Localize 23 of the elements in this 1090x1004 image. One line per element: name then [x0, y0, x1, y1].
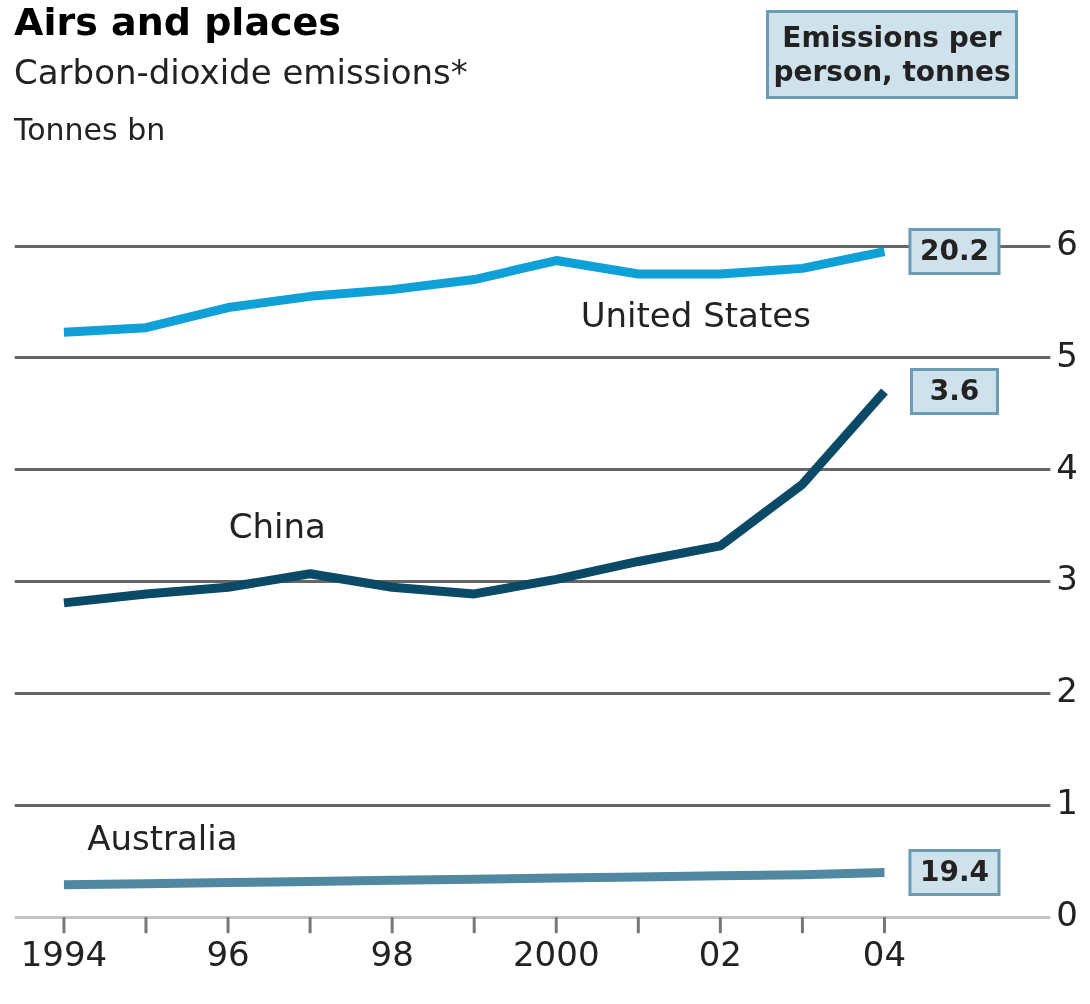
y-tick-label: 4	[1056, 446, 1079, 487]
annotation: 19.4	[919, 854, 990, 888]
series-label: China	[228, 505, 326, 546]
series-label: Australia	[87, 818, 238, 859]
y-tick-label: 1	[1056, 782, 1079, 823]
x-tick-label: 02	[698, 934, 742, 975]
y-tick-label: 2	[1056, 670, 1079, 711]
y-tick-label: 5	[1056, 334, 1079, 375]
chart-subtitle: Carbon-dioxide emissions*	[14, 52, 468, 92]
series-label: United States	[580, 294, 811, 335]
y-tick-label: 3	[1056, 558, 1079, 599]
y-tick-label: 6	[1056, 222, 1079, 263]
text: Emissions per person, tonnes	[766, 10, 1018, 100]
x-tick-label: 1994	[20, 934, 108, 975]
x-tick-label: 98	[370, 934, 414, 975]
x-tick-label: 2000	[512, 934, 600, 975]
y-axis-title: Tonnes bn	[14, 112, 166, 147]
y-tick-label: 0	[1056, 894, 1079, 935]
x-tick-label: 96	[206, 934, 250, 975]
annotation: 20.2	[919, 233, 990, 267]
chart-title: Airs and places	[14, 0, 341, 44]
annotation: 3.6	[929, 373, 980, 407]
x-tick-label: 04	[862, 934, 907, 975]
